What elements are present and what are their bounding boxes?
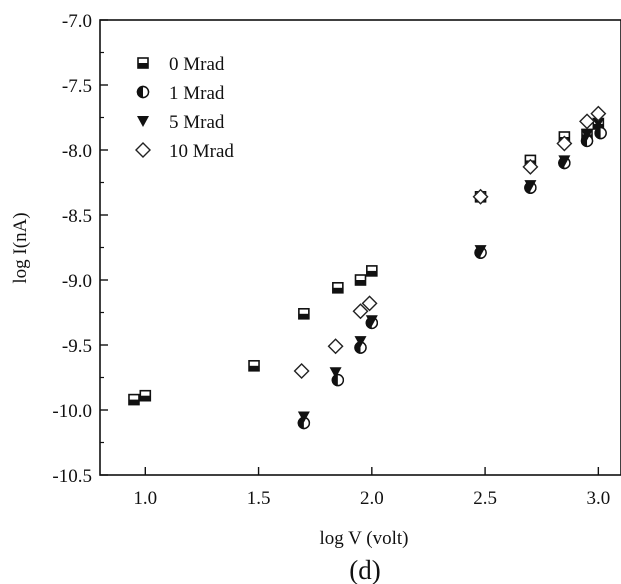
data-point <box>139 389 152 402</box>
figure-caption: (d) <box>349 555 380 584</box>
x-axis-label: log V (volt) <box>319 528 408 549</box>
data-point <box>558 155 571 167</box>
legend-label: 5 Mrad <box>169 112 225 133</box>
legend-marker <box>137 116 149 127</box>
y-tick-label: -8.5 <box>62 206 92 227</box>
data-point <box>592 117 605 129</box>
x-tick-label: 1.5 <box>247 488 271 509</box>
data-markers <box>128 105 607 430</box>
legend-label: 1 Mrad <box>169 83 225 104</box>
x-tick-label: 2.0 <box>360 488 384 509</box>
y-tick-label: -9.0 <box>62 271 92 292</box>
y-axis-label: log I(nA) <box>10 212 31 283</box>
data-point <box>474 245 487 257</box>
legend-label: 10 Mrad <box>169 141 234 162</box>
series-3 <box>293 105 607 379</box>
data-point <box>248 359 260 372</box>
data-point <box>297 411 310 423</box>
axis-tick-labels: 1.0 1.5 2.0 2.5 3.0 -7.0 -7.5 -8.0 -8.5 -9.0 -9.5 -… <box>52 11 610 509</box>
y-tick-label: -7.5 <box>62 76 92 97</box>
data-point <box>581 129 594 141</box>
y-tick-label: -8.0 <box>62 141 92 162</box>
data-point <box>594 126 607 140</box>
data-point <box>522 158 539 175</box>
data-point <box>361 295 378 312</box>
legend-marker <box>137 57 149 69</box>
legend: 0 Mrad 1 Mrad 5 Mrad 10 Mrad <box>135 54 234 162</box>
series-1 <box>297 126 607 430</box>
data-point <box>327 338 344 355</box>
data-point <box>354 274 367 286</box>
data-point <box>579 113 596 130</box>
legend-label: 0 Mrad <box>169 54 225 75</box>
data-point <box>352 303 369 320</box>
data-point <box>293 363 310 379</box>
x-tick-label: 3.0 <box>586 488 610 509</box>
data-point <box>366 265 378 277</box>
data-point <box>332 281 344 294</box>
data-point <box>472 188 489 205</box>
data-point <box>128 393 140 406</box>
x-tick-label: 2.5 <box>473 488 497 509</box>
data-point <box>354 336 367 348</box>
data-point <box>524 180 537 192</box>
series-2 <box>297 117 605 423</box>
legend-marker <box>136 85 150 99</box>
legend-marker <box>135 142 151 158</box>
data-point <box>298 307 310 320</box>
y-tick-label: -7.0 <box>62 11 92 32</box>
y-tick-label: -10.5 <box>52 466 92 487</box>
y-tick-label: -9.5 <box>62 336 92 357</box>
data-point <box>329 367 342 379</box>
y-tick-label: -10.0 <box>52 401 92 422</box>
data-point <box>331 373 345 387</box>
axis-ticks <box>100 19 600 476</box>
data-point <box>365 315 378 327</box>
data-point <box>580 134 594 148</box>
x-tick-label: 1.0 <box>133 488 157 509</box>
data-point <box>590 105 607 122</box>
data-point <box>556 135 573 152</box>
